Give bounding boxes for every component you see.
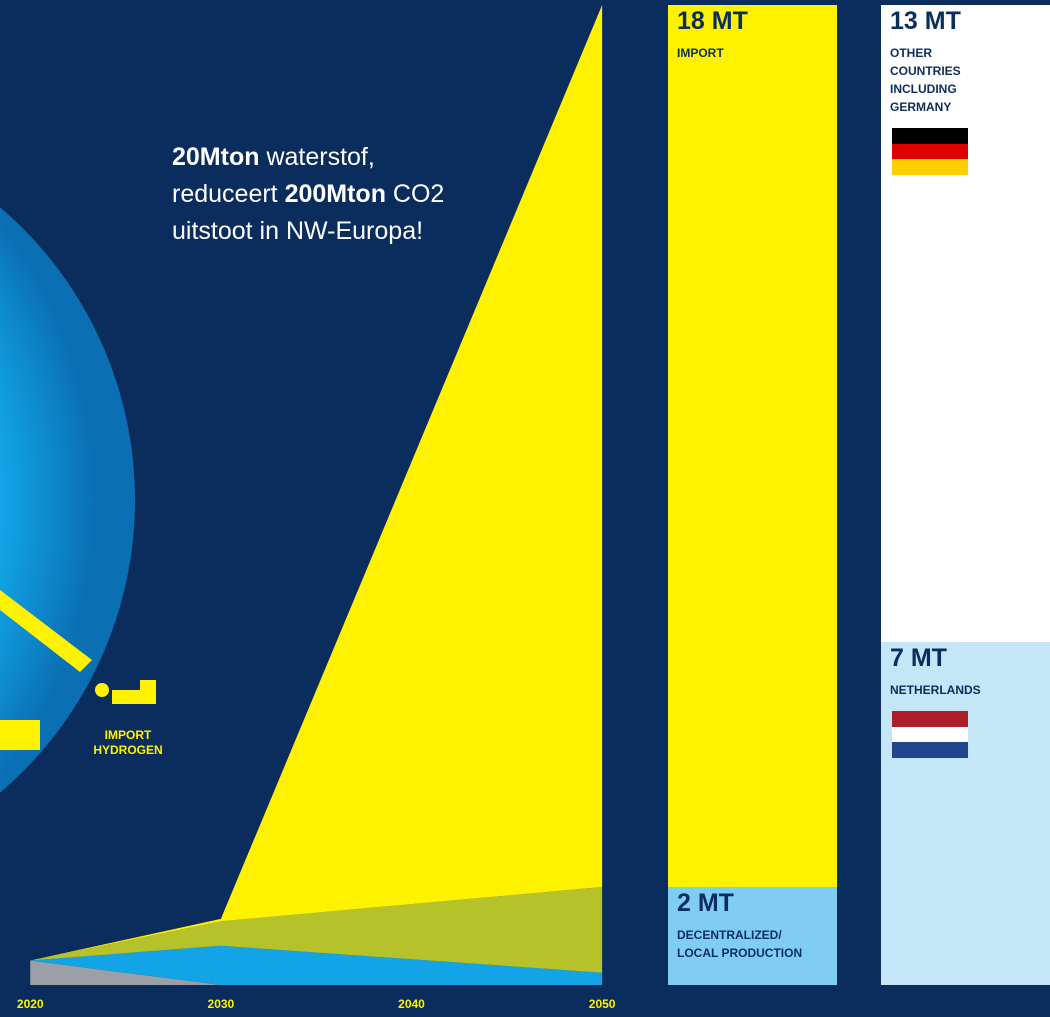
beam	[0, 590, 92, 672]
area	[30, 945, 603, 985]
x-tick-label: 2020	[17, 997, 44, 1011]
bar-segment	[668, 887, 837, 985]
segment-caption: OTHER	[890, 46, 932, 60]
x-tick-label: 2030	[208, 997, 235, 1011]
segment-caption: IMPORT	[677, 46, 724, 60]
globe-label: HYDROGEN	[93, 743, 162, 757]
annotation-text: waterstof,	[260, 143, 375, 171]
segment-caption: GERMANY	[890, 100, 951, 114]
globe-label: IMPORT	[105, 728, 152, 742]
annotation-text: 20Mton	[172, 143, 260, 171]
segment-caption: LOCAL PRODUCTION	[677, 946, 802, 960]
annotation-text: 200Mton	[285, 180, 386, 208]
bar-segment	[881, 5, 1050, 642]
annotation: 20Mton waterstof, reduceert 200Mton CO2 ui…	[172, 143, 444, 245]
annotation-text: reduceert	[172, 180, 285, 208]
segment-caption: INCLUDING	[890, 82, 957, 96]
segment-caption: NETHERLANDS	[890, 683, 981, 697]
x-tick-label: 2040	[398, 997, 425, 1011]
segment-label: 13 MT	[890, 7, 961, 35]
area	[30, 5, 603, 961]
segment-caption: COUNTRIES	[890, 64, 961, 78]
segment-label: 18 MT	[677, 7, 748, 35]
segment-label: 2 MT	[677, 889, 734, 917]
icon	[0, 680, 156, 750]
bar-segment	[668, 5, 837, 887]
annotation-text: uitstoot in NW-Europa!	[172, 217, 423, 245]
segment-caption: DECENTRALIZED/	[677, 928, 782, 942]
x-tick-label: 2050	[589, 997, 616, 1011]
segment-label: 7 MT	[890, 644, 947, 672]
flag-germany	[892, 128, 968, 175]
bar-segment	[881, 642, 1050, 985]
area	[30, 887, 603, 973]
flag-netherlands	[892, 711, 968, 758]
annotation-text: CO2	[386, 180, 444, 208]
globe	[0, 207, 135, 793]
